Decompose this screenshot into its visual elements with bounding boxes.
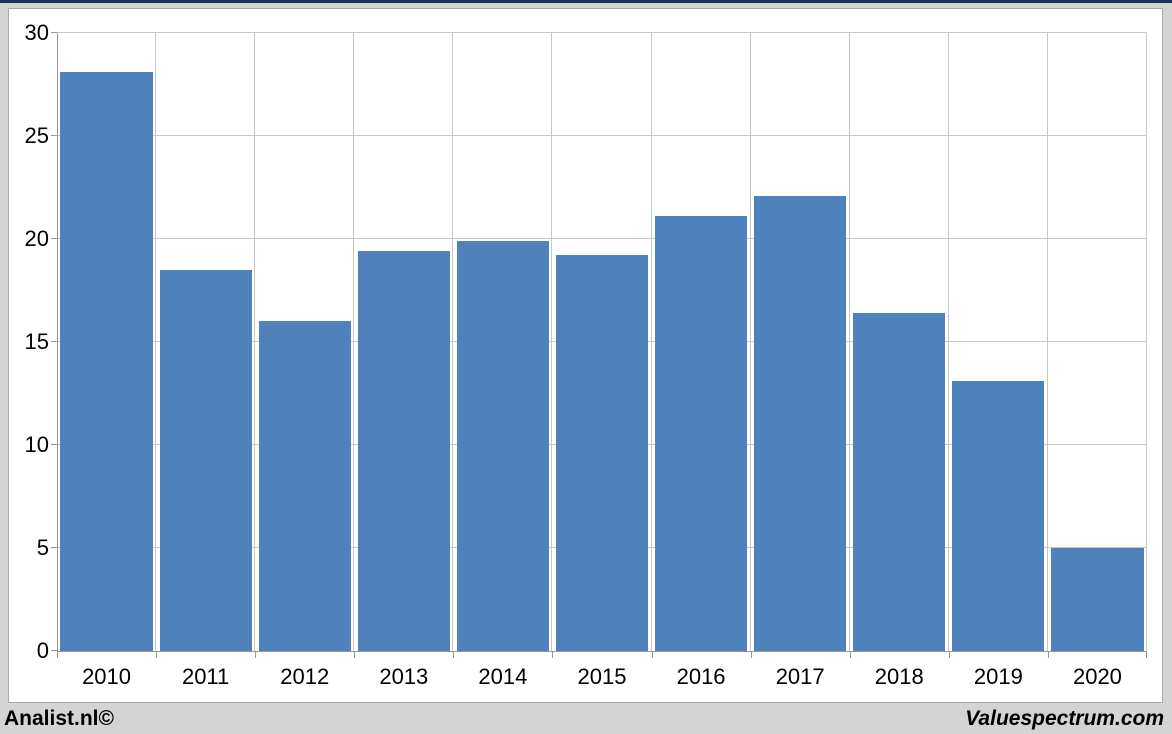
bar-2016 xyxy=(655,216,748,651)
x-tick-mark xyxy=(156,651,158,658)
gridline-vertical xyxy=(155,33,157,651)
y-tick-label: 0 xyxy=(36,638,49,663)
x-tick-mark xyxy=(1047,651,1049,658)
bar-2013 xyxy=(357,251,450,651)
x-tick-label-2017: 2017 xyxy=(775,664,825,689)
x-tick-mark xyxy=(1146,651,1147,658)
bar-2011 xyxy=(159,269,252,651)
x-tick-mark xyxy=(750,651,752,658)
bar-2019 xyxy=(952,381,1045,651)
y-tick-mark xyxy=(51,238,57,239)
gridline-horizontal xyxy=(57,32,1147,33)
x-tick-label-2015: 2015 xyxy=(577,664,627,689)
gridline-vertical xyxy=(551,33,553,651)
x-tick-mark xyxy=(948,651,950,658)
bar-2012 xyxy=(258,321,351,651)
y-tick-label: 30 xyxy=(24,20,49,45)
x-tick-mark xyxy=(57,651,58,658)
footer: Analist.nl© Valuespectrum.com xyxy=(0,703,1172,734)
x-tick-mark xyxy=(651,651,653,658)
x-tick-mark xyxy=(849,651,851,658)
x-tick-mark xyxy=(354,651,356,658)
y-tick-mark xyxy=(51,650,57,651)
y-tick-label: 15 xyxy=(24,329,49,354)
gridline-vertical xyxy=(947,33,949,651)
x-tick-label-2019: 2019 xyxy=(973,664,1023,689)
gridline-vertical xyxy=(1146,33,1147,651)
x-tick-label-2013: 2013 xyxy=(379,664,429,689)
bar-2020 xyxy=(1051,548,1144,651)
y-tick-label: 5 xyxy=(36,535,49,560)
y-axis xyxy=(57,33,58,652)
gridline-horizontal xyxy=(57,238,1147,239)
top-accent-bar xyxy=(0,0,1172,3)
y-tick-label: 10 xyxy=(24,432,49,457)
x-tick-label-2018: 2018 xyxy=(874,664,924,689)
x-tick-label-2014: 2014 xyxy=(478,664,528,689)
y-tick-mark xyxy=(51,341,57,342)
x-tick-mark xyxy=(552,651,554,658)
x-tick-mark xyxy=(453,651,455,658)
gridline-vertical xyxy=(848,33,850,651)
gridline-vertical xyxy=(452,33,454,651)
bar-2017 xyxy=(754,195,847,651)
gridline-vertical xyxy=(749,33,751,651)
gridline-vertical xyxy=(254,33,256,651)
gridline-vertical xyxy=(353,33,355,651)
x-axis xyxy=(57,651,1147,652)
y-tick-label: 25 xyxy=(24,123,49,148)
bar-2010 xyxy=(60,72,153,651)
y-tick-label: 20 xyxy=(24,226,49,251)
y-tick-mark xyxy=(51,32,57,33)
gridline-horizontal xyxy=(57,135,1147,136)
x-tick-label-2010: 2010 xyxy=(82,664,132,689)
y-tick-mark xyxy=(51,135,57,136)
x-tick-label-2012: 2012 xyxy=(280,664,330,689)
y-tick-mark xyxy=(51,444,57,445)
bar-2018 xyxy=(853,313,946,651)
source-credit-right: Valuespectrum.com xyxy=(965,706,1164,730)
bar-2014 xyxy=(456,241,549,651)
y-tick-mark xyxy=(51,547,57,548)
chart-panel: 0 5 10 15 20 25 30 2010 2011 2012 2013 2014 2015 2016… xyxy=(8,8,1163,703)
x-tick-mark xyxy=(255,651,257,658)
x-tick-label-2020: 2020 xyxy=(1072,664,1122,689)
gridline-vertical xyxy=(1046,33,1048,651)
bar-2015 xyxy=(555,255,649,651)
x-tick-label-2016: 2016 xyxy=(676,664,726,689)
x-tick-label-2011: 2011 xyxy=(181,664,230,689)
source-credit-left: Analist.nl© xyxy=(4,706,114,730)
gridline-vertical xyxy=(650,33,652,651)
